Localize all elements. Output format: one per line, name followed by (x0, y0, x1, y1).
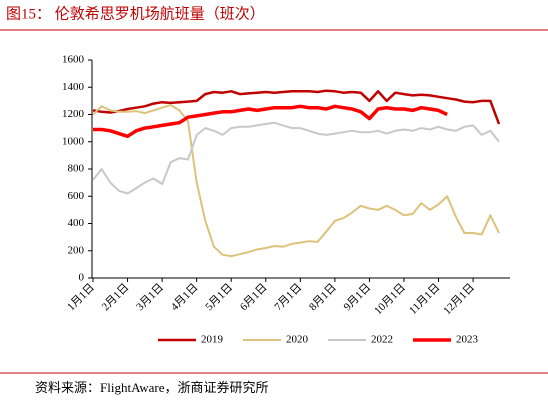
y-tick-label: 1400 (62, 81, 85, 93)
x-tick-label: 11月1日 (407, 281, 442, 316)
legend-label: 2022 (371, 334, 393, 346)
series-line (92, 104, 500, 258)
y-tick-label: 1600 (62, 54, 85, 66)
chart-title: 图15： 伦敦希思罗机场航班量（班次） (6, 5, 265, 22)
x-tick-label: 10月1日 (372, 281, 408, 317)
x-tick-label: 9月1日 (342, 281, 374, 313)
legend-label: 2020 (286, 334, 309, 346)
x-tick-label: 5月1日 (203, 281, 235, 313)
series-line (92, 89, 501, 125)
legend-label: 2023 (456, 334, 479, 346)
x-tick-label: 2月1日 (100, 281, 132, 313)
series-line (92, 121, 500, 195)
y-tick-label: 600 (68, 190, 85, 202)
y-tick-label: 400 (68, 217, 85, 229)
x-tick-label: 8月1日 (307, 281, 339, 313)
legend-label: 2019 (201, 334, 224, 346)
x-tick-label: 3月1日 (134, 281, 166, 313)
x-tick-label: 1月1日 (65, 281, 97, 313)
source-note: 资料来源：FlightAware，浙商证券研究所 (35, 380, 269, 395)
x-tick-label: 7月1日 (272, 281, 304, 313)
x-tick-label: 6月1日 (238, 281, 270, 313)
y-tick-label: 800 (68, 163, 85, 175)
x-tick-label: 12月1日 (441, 281, 477, 317)
y-tick-label: 0 (79, 272, 85, 284)
series-line (93, 104, 448, 139)
y-tick-label: 1200 (62, 108, 85, 120)
y-tick-label: 200 (68, 244, 85, 256)
y-tick-label: 1000 (62, 135, 85, 147)
x-tick-label: 4月1日 (169, 281, 201, 313)
